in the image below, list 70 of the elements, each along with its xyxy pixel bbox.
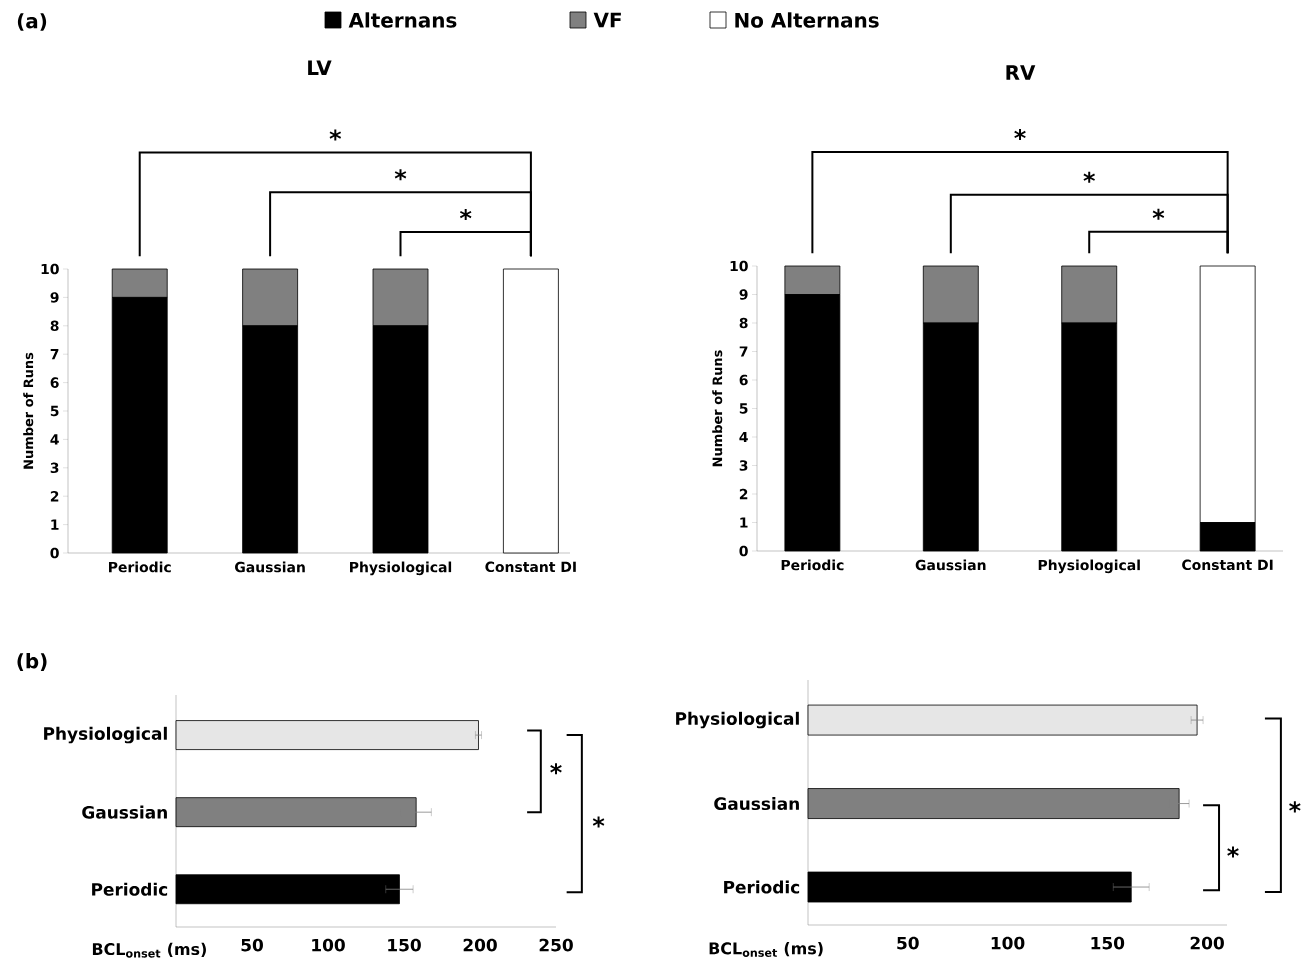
y-tick-label: 9 (739, 289, 748, 300)
x-tick-label: 50 (241, 938, 263, 952)
text: (b) (17, 653, 47, 671)
legend-label: Alternans (348, 12, 457, 28)
text: * (1289, 801, 1301, 813)
x-tick-label: 250 (539, 938, 573, 952)
x-tick-label: Constant DI (485, 561, 576, 573)
x-tick-label: Physiological (1038, 559, 1140, 574)
x-tick-label: Constant DI (1182, 559, 1273, 571)
y-tick-label: 3 (50, 462, 59, 474)
y-tick-label: Physiological (676, 711, 799, 729)
y-tick-label: 8 (50, 320, 59, 332)
y-axis-title: Number of Runs (712, 350, 723, 467)
y-axis-title: Number of Runs (23, 352, 34, 469)
x-tick-label: 50 (897, 936, 919, 950)
x-tick-label: 200 (1190, 936, 1224, 950)
x-tick-label: 150 (388, 938, 421, 952)
bar (502, 268, 559, 554)
y-tick-label: Gaussian (714, 796, 799, 811)
bar (807, 871, 1132, 903)
y-tick-label: 5 (739, 403, 748, 414)
y-tick-label: Gaussian (82, 805, 167, 819)
x-tick-label: Gaussian (235, 561, 305, 573)
y-tick-label: 1 (740, 517, 748, 528)
text: * (1014, 128, 1026, 140)
y-tick-label: 6 (739, 374, 748, 386)
y-tick-label: 3 (739, 460, 748, 471)
chart-title: RV (1006, 65, 1036, 80)
x-tick-label: Periodic (781, 559, 844, 571)
y-tick-label: 5 (50, 405, 59, 417)
x-tick-label: 100 (991, 936, 1025, 950)
y-tick-label: 10 (41, 263, 59, 275)
text: (a) (17, 13, 47, 31)
y-tick-label: 6 (50, 377, 59, 388)
x-axis-title: BCL$_{onset}$ (ms) (92, 942, 206, 958)
bar (175, 874, 400, 905)
y-tick-label: Periodic (724, 880, 800, 894)
legend-label: No Alternans (735, 12, 879, 28)
text: * (394, 169, 407, 181)
y-tick-label: 10 (730, 260, 748, 272)
x-tick-label: 200 (463, 938, 497, 952)
text: * (1083, 171, 1095, 183)
y-tick-label: 8 (739, 317, 748, 329)
y-tick-label: 0 (739, 545, 748, 557)
text: * (592, 816, 605, 828)
y-tick-label: 9 (50, 292, 59, 303)
chart-title: LV (308, 60, 332, 75)
bar (807, 704, 1198, 736)
y-tick-label: Physiological (44, 726, 167, 744)
y-tick-label: 2 (50, 491, 59, 502)
y-tick-label: 4 (739, 431, 748, 443)
x-axis-title: BCL$_{onset}$ (ms) (709, 942, 823, 957)
x-tick-label: Physiological (350, 561, 452, 576)
text: * (1152, 208, 1165, 220)
text: * (459, 209, 472, 221)
y-tick-label: 0 (50, 547, 59, 559)
y-tick-label: 1 (51, 519, 59, 530)
y-tick-label: Periodic (92, 882, 168, 896)
text: * (1227, 846, 1239, 858)
y-tick-label: 2 (739, 488, 748, 500)
text: * (329, 129, 342, 141)
bar (175, 720, 479, 750)
x-tick-label: 100 (312, 938, 345, 952)
y-tick-label: 7 (739, 346, 748, 357)
y-tick-label: 7 (50, 349, 59, 360)
x-tick-label: 150 (1091, 936, 1125, 950)
y-tick-label: 4 (50, 434, 59, 445)
x-tick-label: Gaussian (915, 559, 986, 571)
legend-label: VF (593, 12, 621, 28)
annotation: * (550, 763, 562, 775)
